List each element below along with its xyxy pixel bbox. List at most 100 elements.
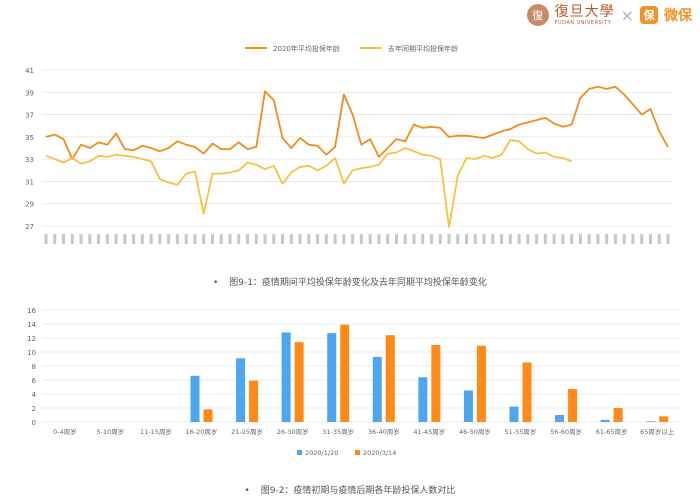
x-tick-mark: [648, 234, 652, 244]
legend-swatch: [297, 450, 302, 455]
x-tick-label: 36-40周岁: [368, 427, 400, 436]
bar-early-5: [236, 358, 246, 422]
x-tick-mark: [491, 234, 495, 244]
partnership-cross: ×: [620, 5, 634, 25]
bar-late-11: [522, 362, 532, 422]
x-tick-mark: [228, 234, 232, 244]
y-tick-label: 4: [32, 391, 37, 399]
x-tick-mark: [62, 234, 66, 244]
partner-logo-icon: 保: [640, 6, 658, 24]
x-tick-mark: [429, 234, 433, 244]
bar-early-7: [327, 333, 337, 422]
x-tick-mark: [596, 234, 600, 244]
bar-late-7: [340, 324, 350, 422]
partner-name: 微保: [664, 8, 692, 24]
x-tick-mark: [473, 234, 477, 244]
x-tick-mark: [482, 234, 486, 244]
bar-early-11: [509, 406, 519, 422]
bar-chart-caption: • 图9-2：疫情初期与疫情后期各年龄投保人数对比: [0, 483, 700, 496]
legend-label: 2020/1/20: [305, 449, 338, 457]
caption-text: 图9-2：疫情初期与疫情后期各年龄投保人数对比: [260, 486, 456, 496]
bar-early-6: [281, 332, 291, 422]
legend-label: 2020年平均投保年龄: [273, 44, 340, 53]
x-tick-mark: [578, 234, 582, 244]
x-tick-label: 31-35周岁: [322, 427, 354, 436]
x-tick-label: 11-15周岁: [140, 427, 172, 436]
x-tick-mark: [263, 234, 267, 244]
x-tick-mark: [298, 234, 302, 244]
bar-early-10: [463, 390, 473, 422]
y-tick-label: 10: [27, 349, 36, 357]
y-tick-label: 37: [25, 112, 34, 120]
series-line-1: [45, 85, 669, 161]
bar-chart-legend: 2020/1/20 2020/3/14: [297, 449, 396, 457]
x-tick-mark: [613, 234, 617, 244]
x-tick-mark: [184, 234, 188, 244]
x-tick-mark: [403, 234, 407, 244]
x-tick-mark: [53, 234, 57, 244]
x-tick-mark: [149, 234, 153, 244]
x-tick-label: 16-20周岁: [186, 427, 218, 436]
x-tick-mark: [210, 234, 214, 244]
y-tick-label: 14: [27, 321, 36, 329]
university-name-cn: 復旦大學: [554, 3, 615, 20]
x-tick-mark: [219, 234, 223, 244]
x-tick-mark: [500, 234, 504, 244]
x-tick-mark: [438, 234, 442, 244]
x-tick-mark: [456, 234, 460, 244]
bar-chart: 0 2 4 6 8 10 12 14 16 0-4周岁 5-10周岁 11-15周岁 16-20周岁 2…: [27, 307, 680, 457]
x-tick-mark: [561, 234, 565, 244]
x-tick-mark: [254, 234, 258, 244]
university-wordmark: 復旦大學 FUDAN UNIVERSITY: [555, 5, 615, 26]
x-tick-mark: [316, 234, 320, 244]
x-tick-mark: [351, 234, 355, 244]
bar-late-8: [385, 335, 395, 422]
y-tick-label: 8: [32, 363, 36, 371]
x-tick-mark: [377, 234, 381, 244]
x-tick-mark: [657, 234, 661, 244]
y-tick-label: 35: [25, 134, 34, 142]
header-logos: 復 復旦大學 FUDAN UNIVERSITY × 保 微保: [526, 2, 692, 28]
x-tick-mark: [508, 234, 512, 244]
bar-early-8: [372, 356, 382, 422]
bar-early-4: [190, 375, 200, 422]
x-tick-mark: [272, 234, 276, 244]
x-tick-mark: [570, 234, 574, 244]
bar-late-13: [613, 408, 623, 422]
legend-swatch: [355, 450, 360, 455]
x-tick-mark: [605, 234, 609, 244]
bar-late-6: [294, 342, 304, 422]
x-tick-mark: [307, 234, 311, 244]
line-chart-caption: • 图9-1：疫情期间平均投保年龄变化及去年同期平均投保年龄变化: [0, 275, 700, 288]
y-tick-label: 27: [25, 223, 34, 231]
x-tick-mark: [368, 234, 372, 244]
x-tick-mark: [640, 234, 644, 244]
x-tick-mark: [666, 234, 670, 244]
caption-text: 图9-1：疫情期间平均投保年龄变化及去年同期平均投保年龄变化: [229, 278, 487, 288]
x-tick-mark: [114, 234, 118, 244]
x-tick-mark: [289, 234, 293, 244]
line-chart-grid: [42, 69, 672, 227]
y-tick-label: 41: [25, 67, 34, 75]
caption-bullet: •: [244, 486, 250, 496]
x-tick-mark: [158, 234, 162, 244]
bar-late-5: [249, 380, 259, 422]
x-tick-mark: [535, 234, 539, 244]
caption-bullet: •: [213, 278, 219, 288]
x-tick-mark: [359, 234, 363, 244]
bar-early-14: [646, 421, 656, 422]
line-chart: 27 29 31 33 35 37 39 41 2020年平均投保年龄 去年同期平均投保年龄: [25, 44, 672, 244]
x-tick-mark: [631, 234, 635, 244]
y-tick-label: 33: [25, 156, 34, 164]
x-tick-mark: [465, 234, 469, 244]
x-tick-mark: [105, 234, 109, 244]
legend-label: 2020/3/14: [363, 449, 396, 457]
x-tick-label: 65周岁以上: [640, 427, 675, 436]
x-tick-label: 21-25周岁: [231, 427, 263, 436]
x-tick-label: 56-60周岁: [550, 427, 582, 436]
y-tick-label: 39: [25, 89, 34, 97]
bar-early-12: [555, 415, 565, 422]
x-tick-mark: [202, 234, 206, 244]
x-tick-mark: [386, 234, 390, 244]
y-tick-label: 29: [25, 201, 34, 209]
